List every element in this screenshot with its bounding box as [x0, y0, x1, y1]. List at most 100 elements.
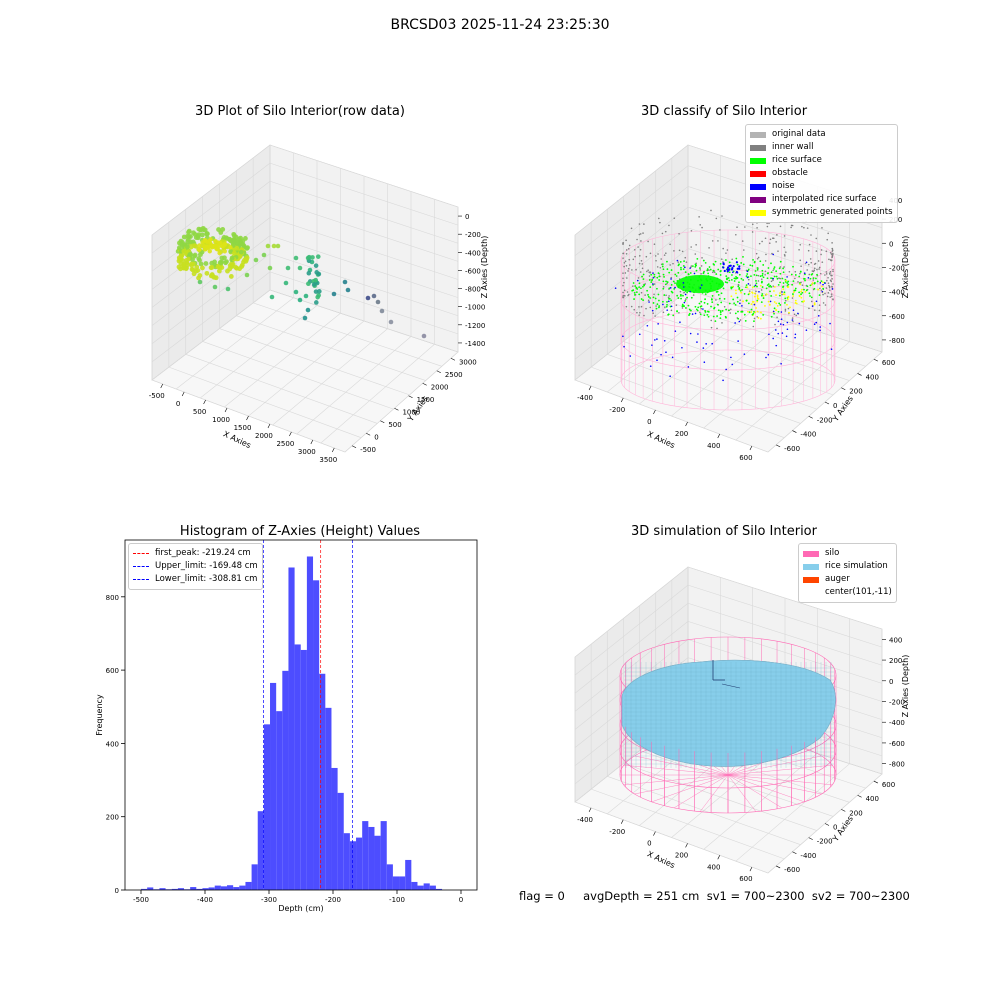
data-point: [269, 294, 275, 300]
data-point: [310, 255, 315, 260]
noise-point: [821, 291, 824, 293]
wall-point: [631, 269, 633, 271]
surface-point: [675, 275, 678, 277]
surface-point: [746, 286, 749, 289]
wall-point: [658, 217, 660, 220]
noise-point: [652, 272, 654, 274]
wall-point: [768, 242, 771, 244]
data-point: [285, 265, 291, 271]
surface-point: [742, 263, 745, 266]
grid-line: [253, 302, 442, 367]
grid-line: [591, 788, 785, 860]
histogram-bar: [282, 670, 289, 890]
surface-point: [756, 295, 759, 298]
wall-point: [818, 287, 821, 290]
surface-point: [714, 320, 717, 323]
wall-point: [670, 276, 673, 279]
surface-point: [631, 289, 634, 292]
surface-point: [710, 305, 712, 308]
wall-point: [822, 302, 825, 304]
histogram-bar: [196, 888, 203, 890]
y-tick-label: -500: [360, 446, 376, 454]
surface-point: [760, 311, 762, 314]
noise-point: [831, 288, 834, 290]
surface-point: [676, 294, 679, 297]
noise-point: [669, 375, 671, 377]
surface-point: [752, 258, 754, 261]
wall-point: [678, 232, 680, 235]
data-point: [216, 227, 221, 232]
data-point: [316, 293, 321, 298]
x-tick-label: 2000: [255, 432, 273, 440]
wall-point: [826, 295, 829, 298]
surface-point: [811, 272, 814, 275]
wall-point: [636, 311, 638, 314]
x-tick: [620, 819, 624, 824]
noise-point: [819, 329, 821, 332]
surface-point: [755, 279, 757, 282]
noise-point: [732, 265, 735, 268]
wall-point: [670, 309, 673, 312]
wall-point: [814, 262, 817, 265]
noise-point: [674, 330, 677, 332]
z-tick-label: -1400: [465, 340, 485, 348]
wall-point: [829, 259, 832, 261]
surface-point: [787, 296, 790, 299]
surface-point: [687, 273, 690, 276]
wall-point: [748, 290, 751, 292]
histogram-bar: [270, 682, 277, 890]
wall-point: [813, 267, 816, 270]
grid-line: [607, 354, 801, 424]
wall-point: [719, 229, 721, 231]
y-tick-label: 200: [849, 388, 862, 396]
grid-line: [574, 379, 769, 453]
z-tick-label: -200: [889, 264, 905, 272]
data-point: [191, 230, 196, 236]
surface-point: [717, 268, 720, 271]
surface-point: [765, 287, 768, 290]
surface-point: [663, 276, 665, 278]
noise-point: [670, 305, 673, 308]
grid-line: [185, 354, 378, 424]
wall-point: [660, 258, 662, 260]
surface-point: [799, 270, 802, 273]
wall-point: [735, 233, 737, 236]
x-tick-label: 1000: [212, 416, 230, 424]
wall-point: [642, 232, 644, 234]
surface-point: [809, 277, 812, 280]
noise-point: [753, 303, 756, 306]
wall-point: [827, 232, 829, 235]
wall-point: [701, 226, 703, 229]
wall-point: [830, 293, 833, 295]
noise-point: [741, 305, 743, 307]
surface-point: [737, 317, 740, 320]
wall-point: [827, 292, 830, 294]
noise-point: [670, 278, 672, 280]
y-tick: [857, 373, 862, 376]
wall-point: [761, 240, 763, 243]
data-point: [180, 258, 186, 264]
wall-point: [628, 244, 631, 247]
x-tick-label: -100: [389, 896, 405, 904]
grid-line: [606, 300, 721, 393]
noise-point: [777, 320, 780, 323]
grid-line: [639, 750, 834, 817]
wall-point: [625, 249, 628, 251]
surface-point: [726, 281, 729, 284]
noise-point: [681, 346, 683, 349]
wall-point: [638, 262, 641, 265]
noise-point: [734, 322, 736, 324]
data-point: [244, 272, 250, 278]
grid-line: [200, 305, 318, 399]
surface-point: [792, 265, 794, 268]
noise-point: [682, 282, 685, 284]
grid-line: [151, 181, 271, 272]
grid-line: [687, 227, 883, 291]
wall-point: [818, 304, 821, 307]
surface-point: [653, 273, 656, 276]
surface-point: [719, 263, 722, 265]
wall-point: [700, 272, 702, 275]
data-point: [197, 257, 202, 263]
surface-point: [689, 272, 692, 274]
wall-point: [625, 239, 627, 242]
